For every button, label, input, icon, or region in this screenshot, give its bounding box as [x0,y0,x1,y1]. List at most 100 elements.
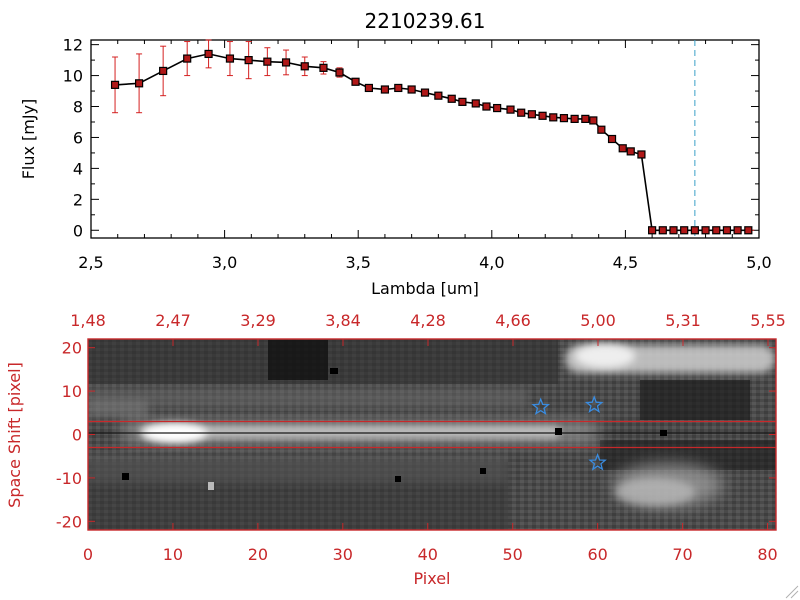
pixel-tick-label: 0 [83,545,93,564]
data-point-marker [597,125,606,134]
data-point-marker [447,94,456,103]
data-point-marker [183,54,192,63]
data-point-marker [581,114,590,123]
dead-pixel [330,368,338,374]
wavelength-tick-label: 2,47 [155,311,191,330]
data-point-marker [680,226,689,235]
data-point-marker [506,105,515,114]
space-shift-tick-label: -20 [56,512,82,531]
data-point-marker [319,63,328,72]
data-point-marker [669,226,678,235]
data-point-marker [744,226,753,235]
data-point-marker [637,150,646,159]
haze-band-lower [88,455,508,483]
wavelength-tick-label: 4,66 [495,311,531,330]
data-point-marker [407,85,416,94]
resize-grip[interactable] [785,585,799,599]
data-point-marker [658,226,667,235]
data-point-marker [244,56,253,65]
dead-pixel [395,476,401,482]
wavelength-tick-label: 1,48 [70,311,106,330]
spectrum-image-panel: 0 10 20 30 40 50 60 70 80 -20 -10 0 10 20 1,48 2,47 3,… [5,311,786,588]
wavelength-top-ticks: 1,48 2,47 3,29 3,84 4,28 4,66 5,00 5,31 5,55 [70,311,786,346]
data-point-marker [493,103,502,113]
y-tick-label: 2 [73,190,83,209]
space-shift-tick-label: 20 [62,339,82,358]
data-point-marker [263,57,272,66]
dead-pixel [122,473,129,480]
space-shift-tick-label: 0 [72,426,82,445]
data-point-marker [159,66,168,76]
data-point-marker [482,102,491,111]
data-point-marker [701,226,710,235]
spectrum-y-ticks: 0 2 4 6 8 10 12 [63,36,759,240]
pixel-tick-label: 40 [418,545,438,564]
bright-streak-peak [575,344,635,368]
wavelength-tick-label: 3,29 [240,311,276,330]
data-point-marker [618,144,627,153]
data-point-marker [559,114,569,123]
y-tick-label: 6 [73,128,83,147]
spectrum-x-ticks: 2,5 3,0 3,5 4,0 4,5 5,0 [78,40,772,272]
x-tick-label: 2,5 [78,253,103,272]
space-shift-y-ticks: -20 -10 0 10 20 [56,339,776,531]
data-point-marker [225,54,235,63]
data-point-marker [204,49,213,59]
wavelength-tick-label: 3,84 [325,311,361,330]
data-point-marker [626,147,635,156]
data-point-marker [712,226,721,235]
data-point-marker [110,80,120,89]
pixel-tick-label: 80 [757,545,777,564]
wavelength-tick-label: 5,55 [750,311,786,330]
x-tick-label: 4,5 [613,253,638,272]
data-point-marker [589,116,598,125]
trace-center-line [88,432,776,434]
dead-pixel [480,468,486,474]
haze-band-upper [88,388,528,408]
data-point-marker [570,114,579,123]
dead-pixel [555,428,562,435]
y-tick-label: 0 [73,221,83,240]
data-point-marker [527,110,536,119]
data-point-marker [538,111,547,120]
y-tick-label: 10 [63,67,83,86]
data-point-marker [300,62,309,71]
hot-pixel [208,482,214,490]
data-point-marker [733,226,742,235]
data-point-marker [607,134,617,144]
y-tick-label: 4 [73,159,83,178]
y-tick-label: 8 [73,98,83,117]
flux-markers [110,49,753,235]
dark-blob [268,340,328,380]
data-point-marker [549,113,558,122]
space-shift-y-axis-label: Space Shift [pixel] [5,362,24,508]
data-point-marker [722,226,732,235]
data-point-marker [648,226,657,235]
data-point-marker [134,79,144,88]
star-marker [531,397,551,416]
data-point-marker [335,68,344,77]
star-marker [584,395,604,413]
aperture-lines [88,420,776,449]
data-point-marker [690,226,699,235]
wavelength-tick-label: 5,00 [580,311,616,330]
pixel-tick-label: 10 [163,545,183,564]
space-shift-tick-label: 10 [62,382,82,401]
data-point-marker [517,108,526,117]
data-point-marker [394,83,403,93]
pixel-tick-label: 30 [333,545,353,564]
star-marker [588,452,607,471]
chart-title: 2210239.61 [365,9,486,33]
data-point-marker [380,85,390,94]
pixel-tick-label: 70 [672,545,692,564]
pixel-x-axis-label: Pixel [413,569,450,588]
spectrum-plot: 2,5 3,0 3,5 4,0 4,5 5,0 0 2 4 6 8 10 12 Lambda [um]… [19,36,772,298]
spectrum-plot-frame [90,39,760,239]
data-point-marker [458,97,467,106]
spectrum-image [88,339,776,530]
y-tick-label: 12 [63,36,83,55]
data-point-marker [420,88,430,97]
star-markers [531,395,607,471]
data-point-marker [281,58,291,67]
